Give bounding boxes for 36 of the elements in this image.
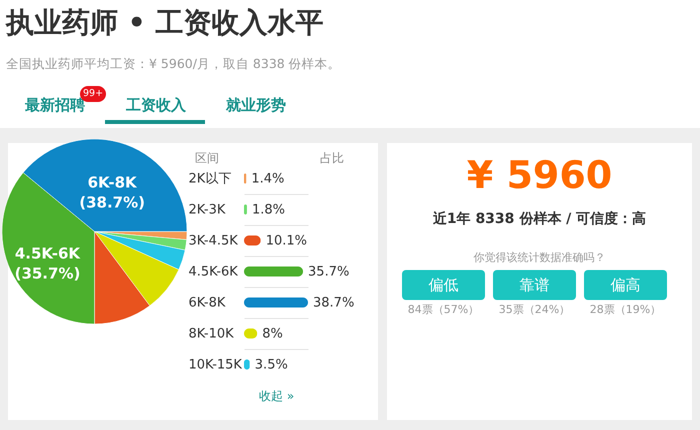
- bar: [244, 298, 308, 308]
- data-label: 38.7%: [313, 296, 354, 310]
- data-label: 3.5%: [254, 358, 288, 372]
- data-label: 35.7%: [308, 264, 350, 280]
- text: 28票（19%）: [588, 302, 662, 317]
- button: 偏低: [402, 270, 485, 300]
- chart-title: 执业药师 • 工资收入水平: [6, 5, 324, 41]
- y-tick-label: 8K-10K: [188, 326, 234, 342]
- y-tick-label: 4.5K-6K: [188, 264, 238, 280]
- data-label: 8%: [262, 326, 283, 342]
- text: 84票（57%）: [406, 302, 480, 317]
- text: ¥ 5960: [466, 153, 614, 197]
- button: 靠谱: [493, 270, 576, 300]
- slice-label: 6K-8K: [88, 174, 138, 192]
- text: 35票（24%）: [498, 302, 572, 317]
- y-tick-label: 2K-3K: [188, 202, 226, 218]
- button: 偏高: [584, 270, 667, 300]
- data-label: (38.7%): [79, 194, 145, 212]
- text: 就业形势: [226, 96, 286, 115]
- data-label: (35.7%): [14, 264, 80, 283]
- slice-label: 4.5K-6K: [14, 244, 82, 263]
- chart-subtitle: 全国执业药师平均工资：¥ 5960/月，取自 8338 份样本。: [6, 56, 341, 73]
- data-label: 1.8%: [252, 202, 286, 218]
- data-label: 1.4%: [251, 172, 284, 186]
- y-tick-label: 6K-8K: [188, 296, 226, 310]
- bar: [244, 266, 304, 276]
- text: 近1年 8338 份样本 / 可信度：高: [432, 210, 648, 228]
- text: 占比: [320, 150, 344, 167]
- text: 收起 »: [259, 388, 294, 405]
- y-tick-label: 2K以下: [188, 172, 232, 186]
- text: 区间: [195, 150, 219, 167]
- text: 你觉得该统计数据准确吗？: [472, 250, 606, 265]
- y-tick-label: 10K-15K: [188, 358, 242, 372]
- data-label: 10.1%: [266, 234, 308, 248]
- text: 工资收入: [126, 96, 186, 115]
- y-tick-label: 3K-4.5K: [188, 234, 238, 248]
